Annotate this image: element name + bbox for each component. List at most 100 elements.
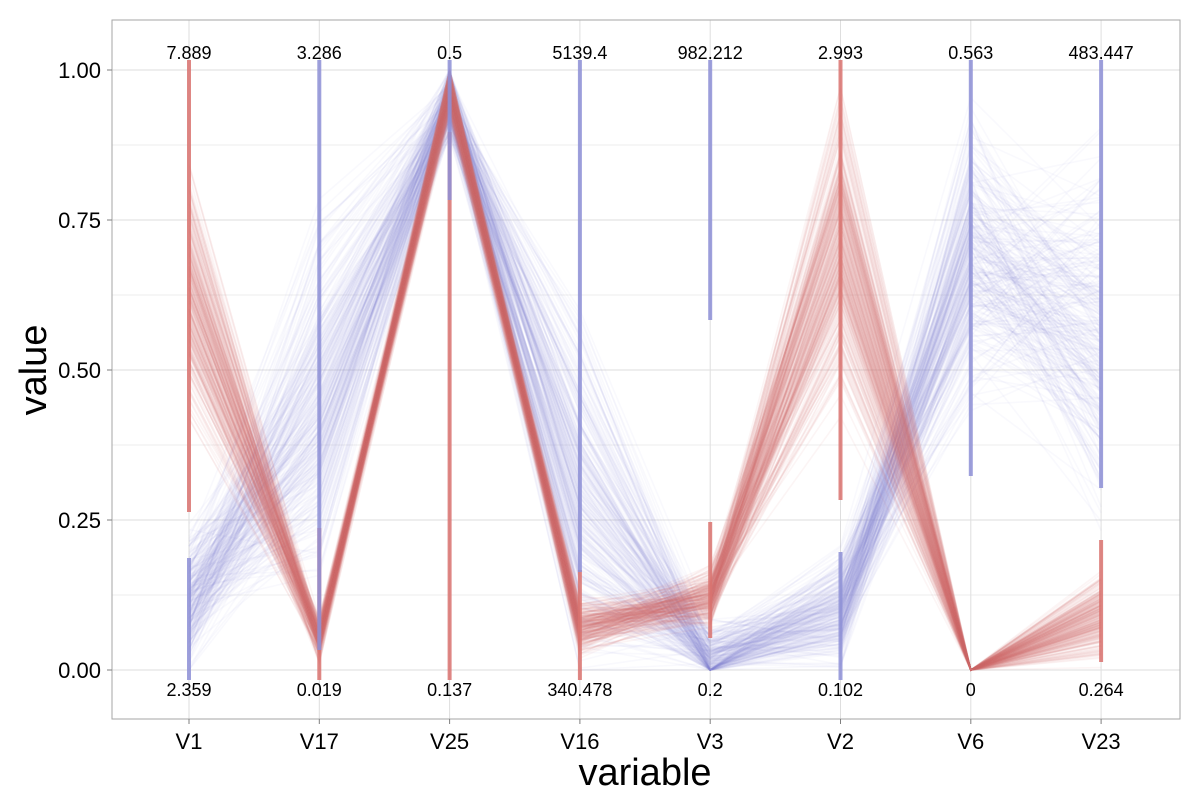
series-line [188,73,1102,666]
series-line [188,80,1102,671]
series-line [188,112,1102,671]
series-line [188,92,1102,655]
series-line [188,109,1102,672]
series-line [188,111,1102,669]
series-line [188,102,1102,671]
series-line [188,69,1102,672]
series-line [188,120,1102,653]
series-line [188,108,1102,672]
series-line [188,84,1102,672]
series-line [188,92,1102,672]
series-line [188,105,1102,672]
series-line [188,69,1102,672]
series-line [188,89,1102,671]
series-line [188,106,1102,672]
series-line [188,84,1102,666]
series-line [188,68,1102,671]
series-line [188,75,1102,672]
series-line [188,77,1102,667]
series-line [188,93,1102,672]
series-line [188,78,1102,671]
series-line [188,113,1102,672]
series-line [188,102,1102,672]
series-line [188,94,1102,671]
series-line [188,97,1102,671]
series-line [188,90,1102,666]
series-line [188,95,1102,635]
series-line [188,112,1102,672]
series-line [188,96,1102,672]
series-line [188,69,1102,671]
series-line [188,90,1102,671]
series-line [188,100,1102,672]
series-line [188,67,1102,671]
axis-min-label: 0.102 [818,680,863,700]
series-line [188,116,1102,664]
series-line [188,100,1102,658]
series-line [188,77,1102,672]
series-line [188,72,1102,671]
series-line [188,82,1102,636]
series-line [188,110,1102,671]
series-line [188,69,1102,672]
series-line [188,134,1102,664]
series-line [188,95,1102,664]
series-line [188,90,1102,672]
series-line [188,75,1102,671]
series-line [188,97,1102,671]
series-line [188,73,1102,671]
x-tick-label: V1 [176,729,203,754]
series-line [188,93,1102,672]
axis-max-label: 483.447 [1069,43,1134,63]
axis-max-label: 982.212 [678,43,743,63]
series-line [188,80,1102,672]
series-line [188,96,1102,668]
series-line [188,99,1102,671]
series-line [188,88,1102,672]
series-line [188,76,1102,666]
series-line [188,81,1102,671]
series-line [188,118,1102,655]
x-axis-title: variable [578,752,711,794]
axis-min-label: 0.2 [698,680,723,700]
series-line [188,99,1102,672]
series-line [188,76,1102,663]
series-line [188,108,1102,671]
series-line [188,93,1102,672]
series-line [188,120,1102,635]
series-line [188,99,1102,642]
series-line [188,108,1102,672]
series-line [188,101,1102,671]
series-line [188,122,1102,671]
series-line [188,77,1102,672]
series-line [188,69,1102,672]
x-tick-label: V25 [430,729,469,754]
series-line [188,111,1102,672]
series-line [188,73,1102,671]
series-line [188,82,1102,634]
series-line [188,73,1102,671]
series-line [188,95,1102,671]
series-line [188,102,1102,671]
series-line [188,90,1102,671]
series-line [188,108,1102,652]
axis-max-label: 2.993 [818,43,863,63]
series-line [188,89,1102,658]
series-line [188,93,1102,672]
series-line [188,110,1102,653]
series-lines [188,67,1102,672]
series-line [188,89,1102,646]
series-line [188,85,1102,672]
series-line [188,132,1102,666]
series-line [188,90,1102,645]
y-tick-label: 0.50 [58,358,101,383]
series-line [188,80,1102,672]
series-line [188,94,1102,670]
x-tick-label: V16 [560,729,599,754]
series-line [188,76,1102,672]
series-line [188,96,1102,672]
series-line [188,79,1102,671]
series-line [188,86,1102,671]
series-line [188,94,1102,652]
series-line [188,82,1102,658]
